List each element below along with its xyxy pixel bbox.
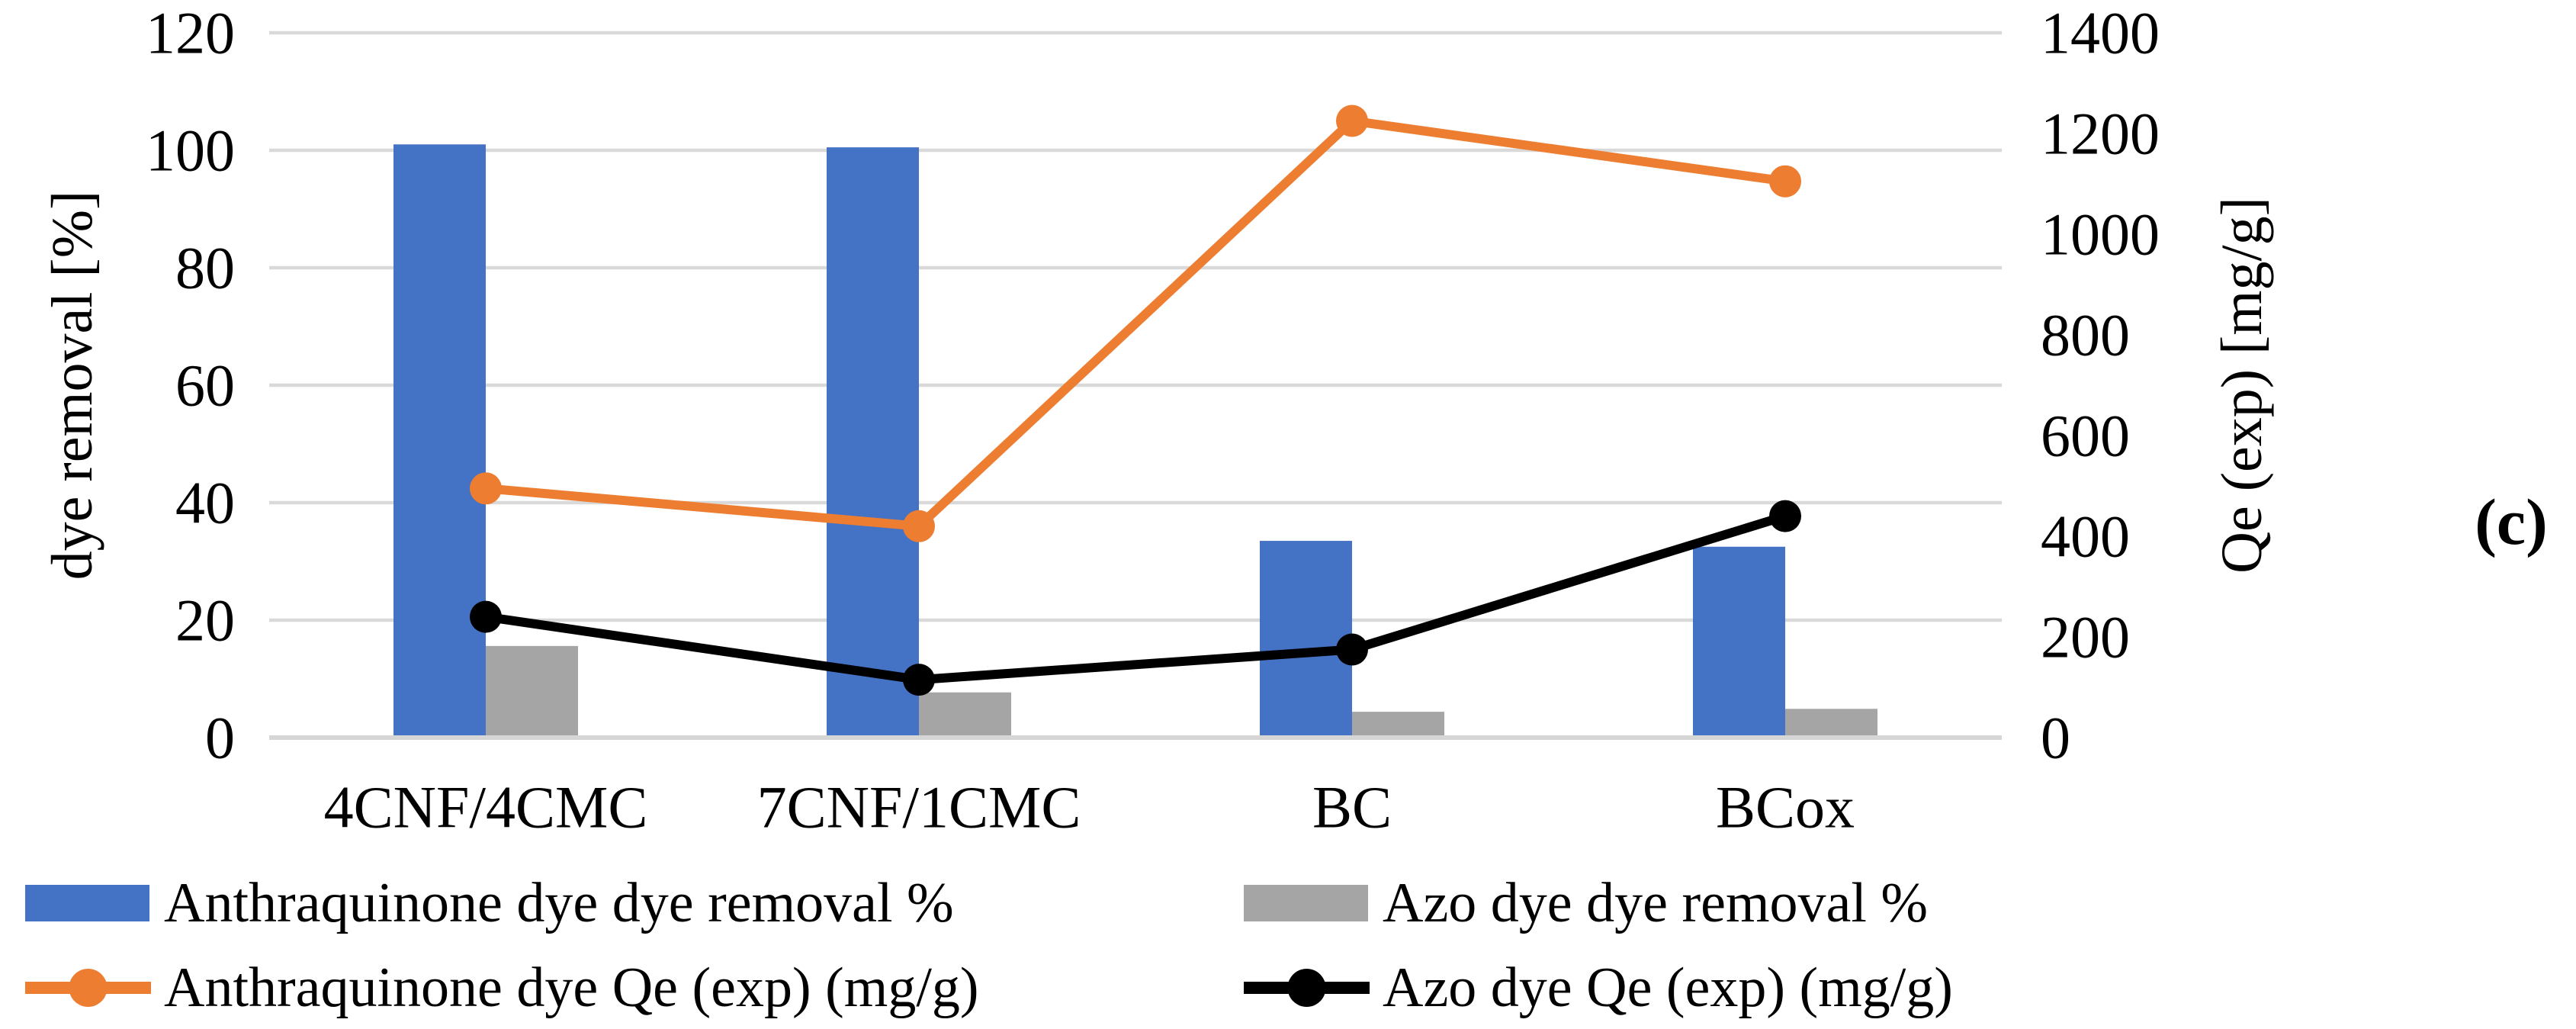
bar-anthraquinone-2	[1260, 541, 1352, 738]
bar-azo-3	[1785, 709, 1877, 738]
marker-anthraquinone-1	[903, 510, 935, 542]
bar-anthraquinone-0	[393, 144, 486, 738]
marker-azo-1	[903, 664, 935, 696]
line-azo	[485, 511, 1787, 685]
marker-anthraquinone-2	[1336, 105, 1368, 137]
legend-swatch-0	[25, 885, 149, 921]
x-label-2: BC	[1312, 774, 1392, 841]
marker-azo-0	[470, 600, 502, 633]
left-axis-ticks: 0 20 40 60 80 100 120	[146, 0, 235, 771]
right-tick-600: 600	[2041, 403, 2130, 469]
right-tick-800: 800	[2041, 302, 2130, 368]
x-label-3: BCox	[1716, 774, 1855, 841]
left-tick-120: 120	[146, 0, 235, 66]
bar-azo-1	[919, 692, 1011, 738]
bar-azo-0	[486, 645, 578, 738]
left-tick-80: 80	[175, 235, 235, 301]
x-axis-labels: 4CNF/4CMC 7CNF/1CMC BC BCox	[324, 774, 1855, 841]
bar-series	[393, 144, 1877, 738]
left-tick-60: 60	[175, 352, 235, 419]
x-label-1: 7CNF/1CMC	[757, 774, 1081, 841]
right-tick-400: 400	[2041, 503, 2130, 570]
right-tick-1200: 1200	[2041, 101, 2160, 167]
left-tick-40: 40	[175, 470, 235, 536]
right-tick-0: 0	[2041, 705, 2070, 771]
bar-anthraquinone-3	[1693, 546, 1785, 738]
legend-label-1: Azo dye dye removal %	[1383, 872, 1928, 934]
right-tick-200: 200	[2041, 604, 2130, 670]
bar-anthraquinone-1	[827, 147, 919, 738]
line-anthraquinone	[485, 116, 1786, 531]
right-tick-1400: 1400	[2041, 0, 2160, 66]
legend-label-2: Anthraquinone dye Qe (exp) (mg/g)	[164, 957, 979, 1019]
right-axis-ticks: 0 200 400 600 800 1000 1200 1400	[2041, 0, 2160, 771]
left-tick-20: 20	[175, 587, 235, 654]
bar-azo-2	[1352, 712, 1444, 738]
right-tick-1000: 1000	[2041, 201, 2160, 268]
legend-label-0: Anthraquinone dye dye removal %	[164, 872, 954, 934]
right-axis-title: Qe (exp) [mg/g]	[2210, 197, 2274, 574]
marker-azo-3	[1769, 500, 1801, 532]
panel-label: (c)	[2475, 485, 2547, 558]
legend-marker-3	[1287, 969, 1326, 1007]
legend-marker-2	[69, 969, 108, 1007]
marker-azo-2	[1336, 633, 1368, 666]
legend-label-3: Azo dye Qe (exp) (mg/g)	[1383, 957, 1953, 1019]
line-series	[470, 105, 1801, 696]
legend-swatch-1	[1244, 885, 1368, 921]
x-label-0: 4CNF/4CMC	[324, 774, 648, 841]
marker-anthraquinone-3	[1769, 165, 1801, 198]
left-tick-0: 0	[205, 705, 235, 771]
left-axis-title: dye removal [%]	[40, 191, 104, 580]
marker-anthraquinone-0	[470, 472, 502, 505]
legend: Anthraquinone dye dye removal % Azo dye d…	[25, 872, 1953, 1019]
left-tick-100: 100	[146, 117, 235, 184]
